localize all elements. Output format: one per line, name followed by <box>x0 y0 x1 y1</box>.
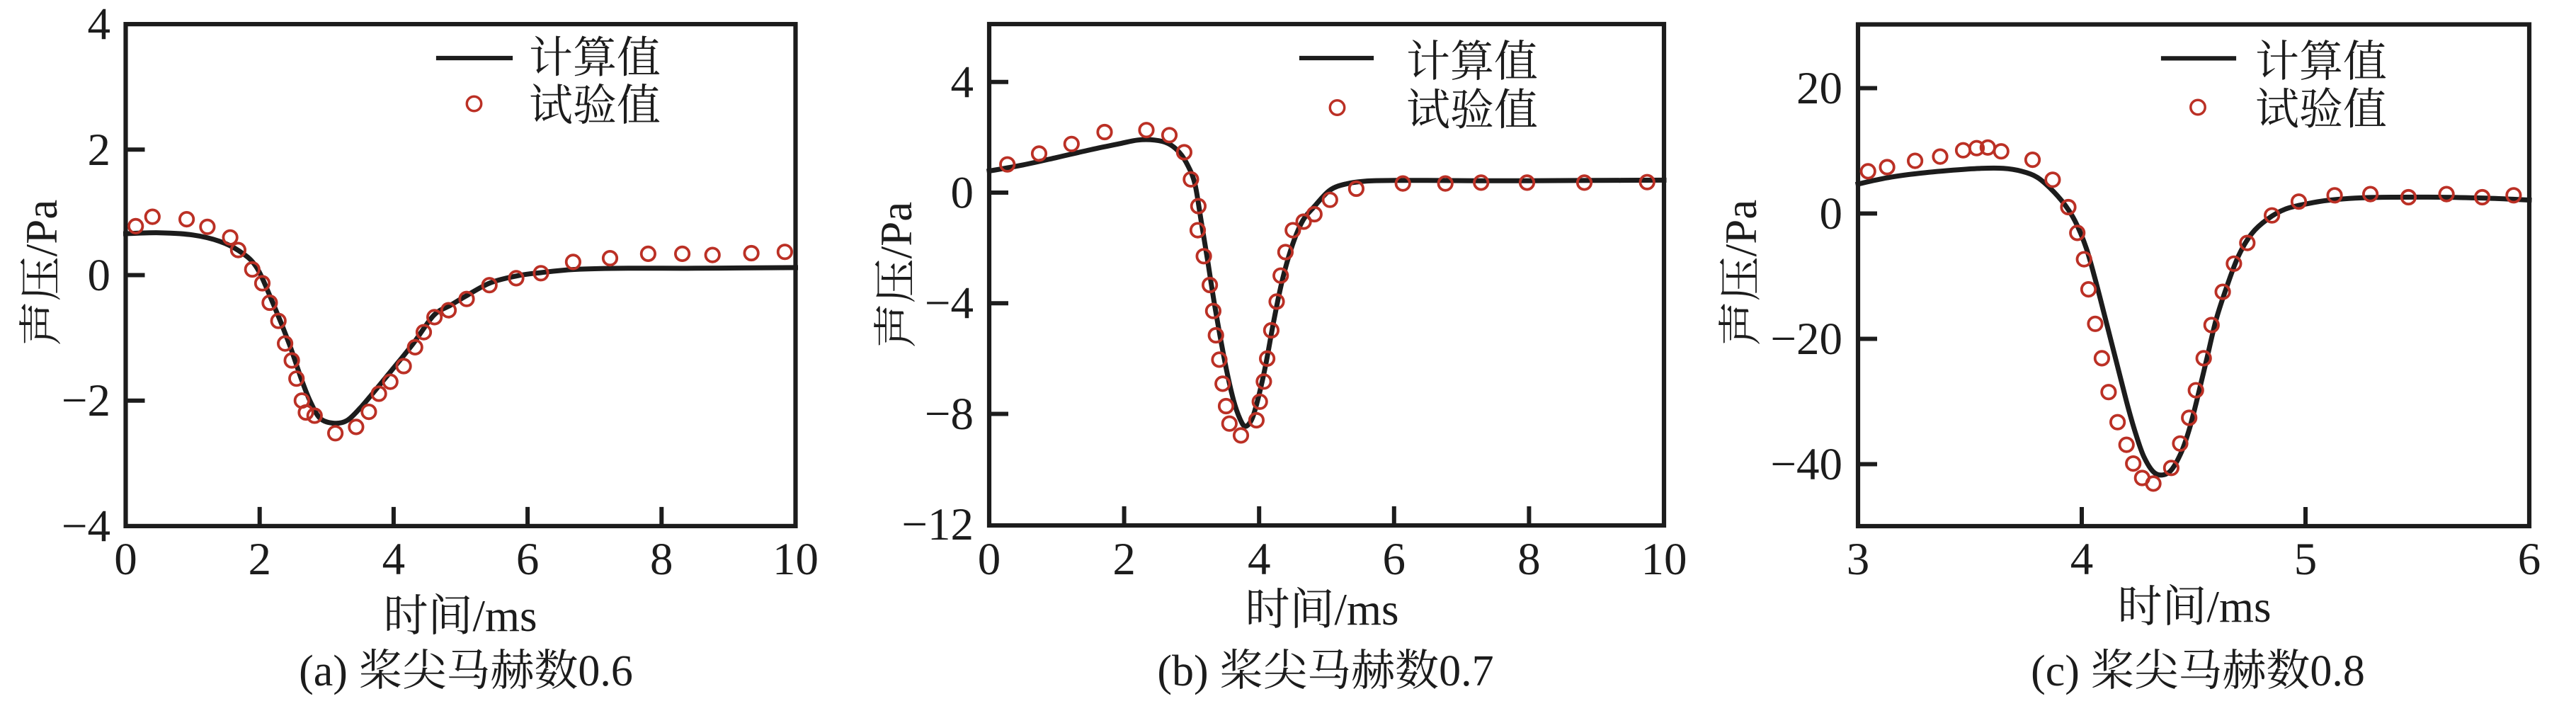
svg-text:4: 4 <box>951 57 974 108</box>
svg-text:6: 6 <box>1383 534 1406 585</box>
svg-text:−2: −2 <box>62 375 110 426</box>
svg-text:/ms: /ms <box>473 591 537 641</box>
svg-text:0: 0 <box>1820 188 1843 239</box>
svg-text:0: 0 <box>88 250 111 301</box>
svg-text:0.8: 0.8 <box>2310 647 2365 695</box>
svg-text:2: 2 <box>88 125 111 176</box>
svg-text:4: 4 <box>1248 534 1271 585</box>
svg-text:/ms: /ms <box>2207 582 2272 632</box>
svg-text:−40: −40 <box>1770 439 1842 490</box>
svg-text:/Pa: /Pa <box>1716 200 1766 257</box>
svg-text:(b): (b) <box>1157 647 1208 695</box>
svg-text:10: 10 <box>1641 534 1687 585</box>
svg-text:4: 4 <box>2070 534 2094 585</box>
svg-text:0: 0 <box>951 168 974 219</box>
svg-text:2: 2 <box>248 534 271 585</box>
svg-text:5: 5 <box>2294 534 2318 585</box>
svg-text:−12: −12 <box>901 499 974 550</box>
svg-text:(a): (a) <box>299 647 348 695</box>
svg-text:0.6: 0.6 <box>578 647 633 695</box>
svg-text:0: 0 <box>114 534 137 585</box>
svg-text:−20: −20 <box>1770 314 1842 365</box>
svg-text:8: 8 <box>650 534 673 585</box>
svg-text:/Pa: /Pa <box>872 202 921 259</box>
svg-text:−4: −4 <box>62 501 110 552</box>
svg-text:4: 4 <box>382 534 406 585</box>
svg-text:3: 3 <box>1847 534 1870 585</box>
svg-text:6: 6 <box>516 534 540 585</box>
svg-text:6: 6 <box>2518 534 2541 585</box>
svg-text:−8: −8 <box>925 389 974 440</box>
svg-text:0: 0 <box>978 534 1001 585</box>
svg-text:8: 8 <box>1517 534 1541 585</box>
svg-text:(c): (c) <box>2031 647 2080 695</box>
svg-text:/ms: /ms <box>1335 585 1399 634</box>
svg-text:−4: −4 <box>925 278 974 329</box>
svg-text:4: 4 <box>88 0 111 50</box>
svg-text:0.7: 0.7 <box>1439 647 1494 695</box>
svg-text:20: 20 <box>1796 63 1842 114</box>
svg-text:10: 10 <box>773 534 819 585</box>
svg-text:/Pa: /Pa <box>17 200 67 257</box>
svg-text:2: 2 <box>1112 534 1136 585</box>
